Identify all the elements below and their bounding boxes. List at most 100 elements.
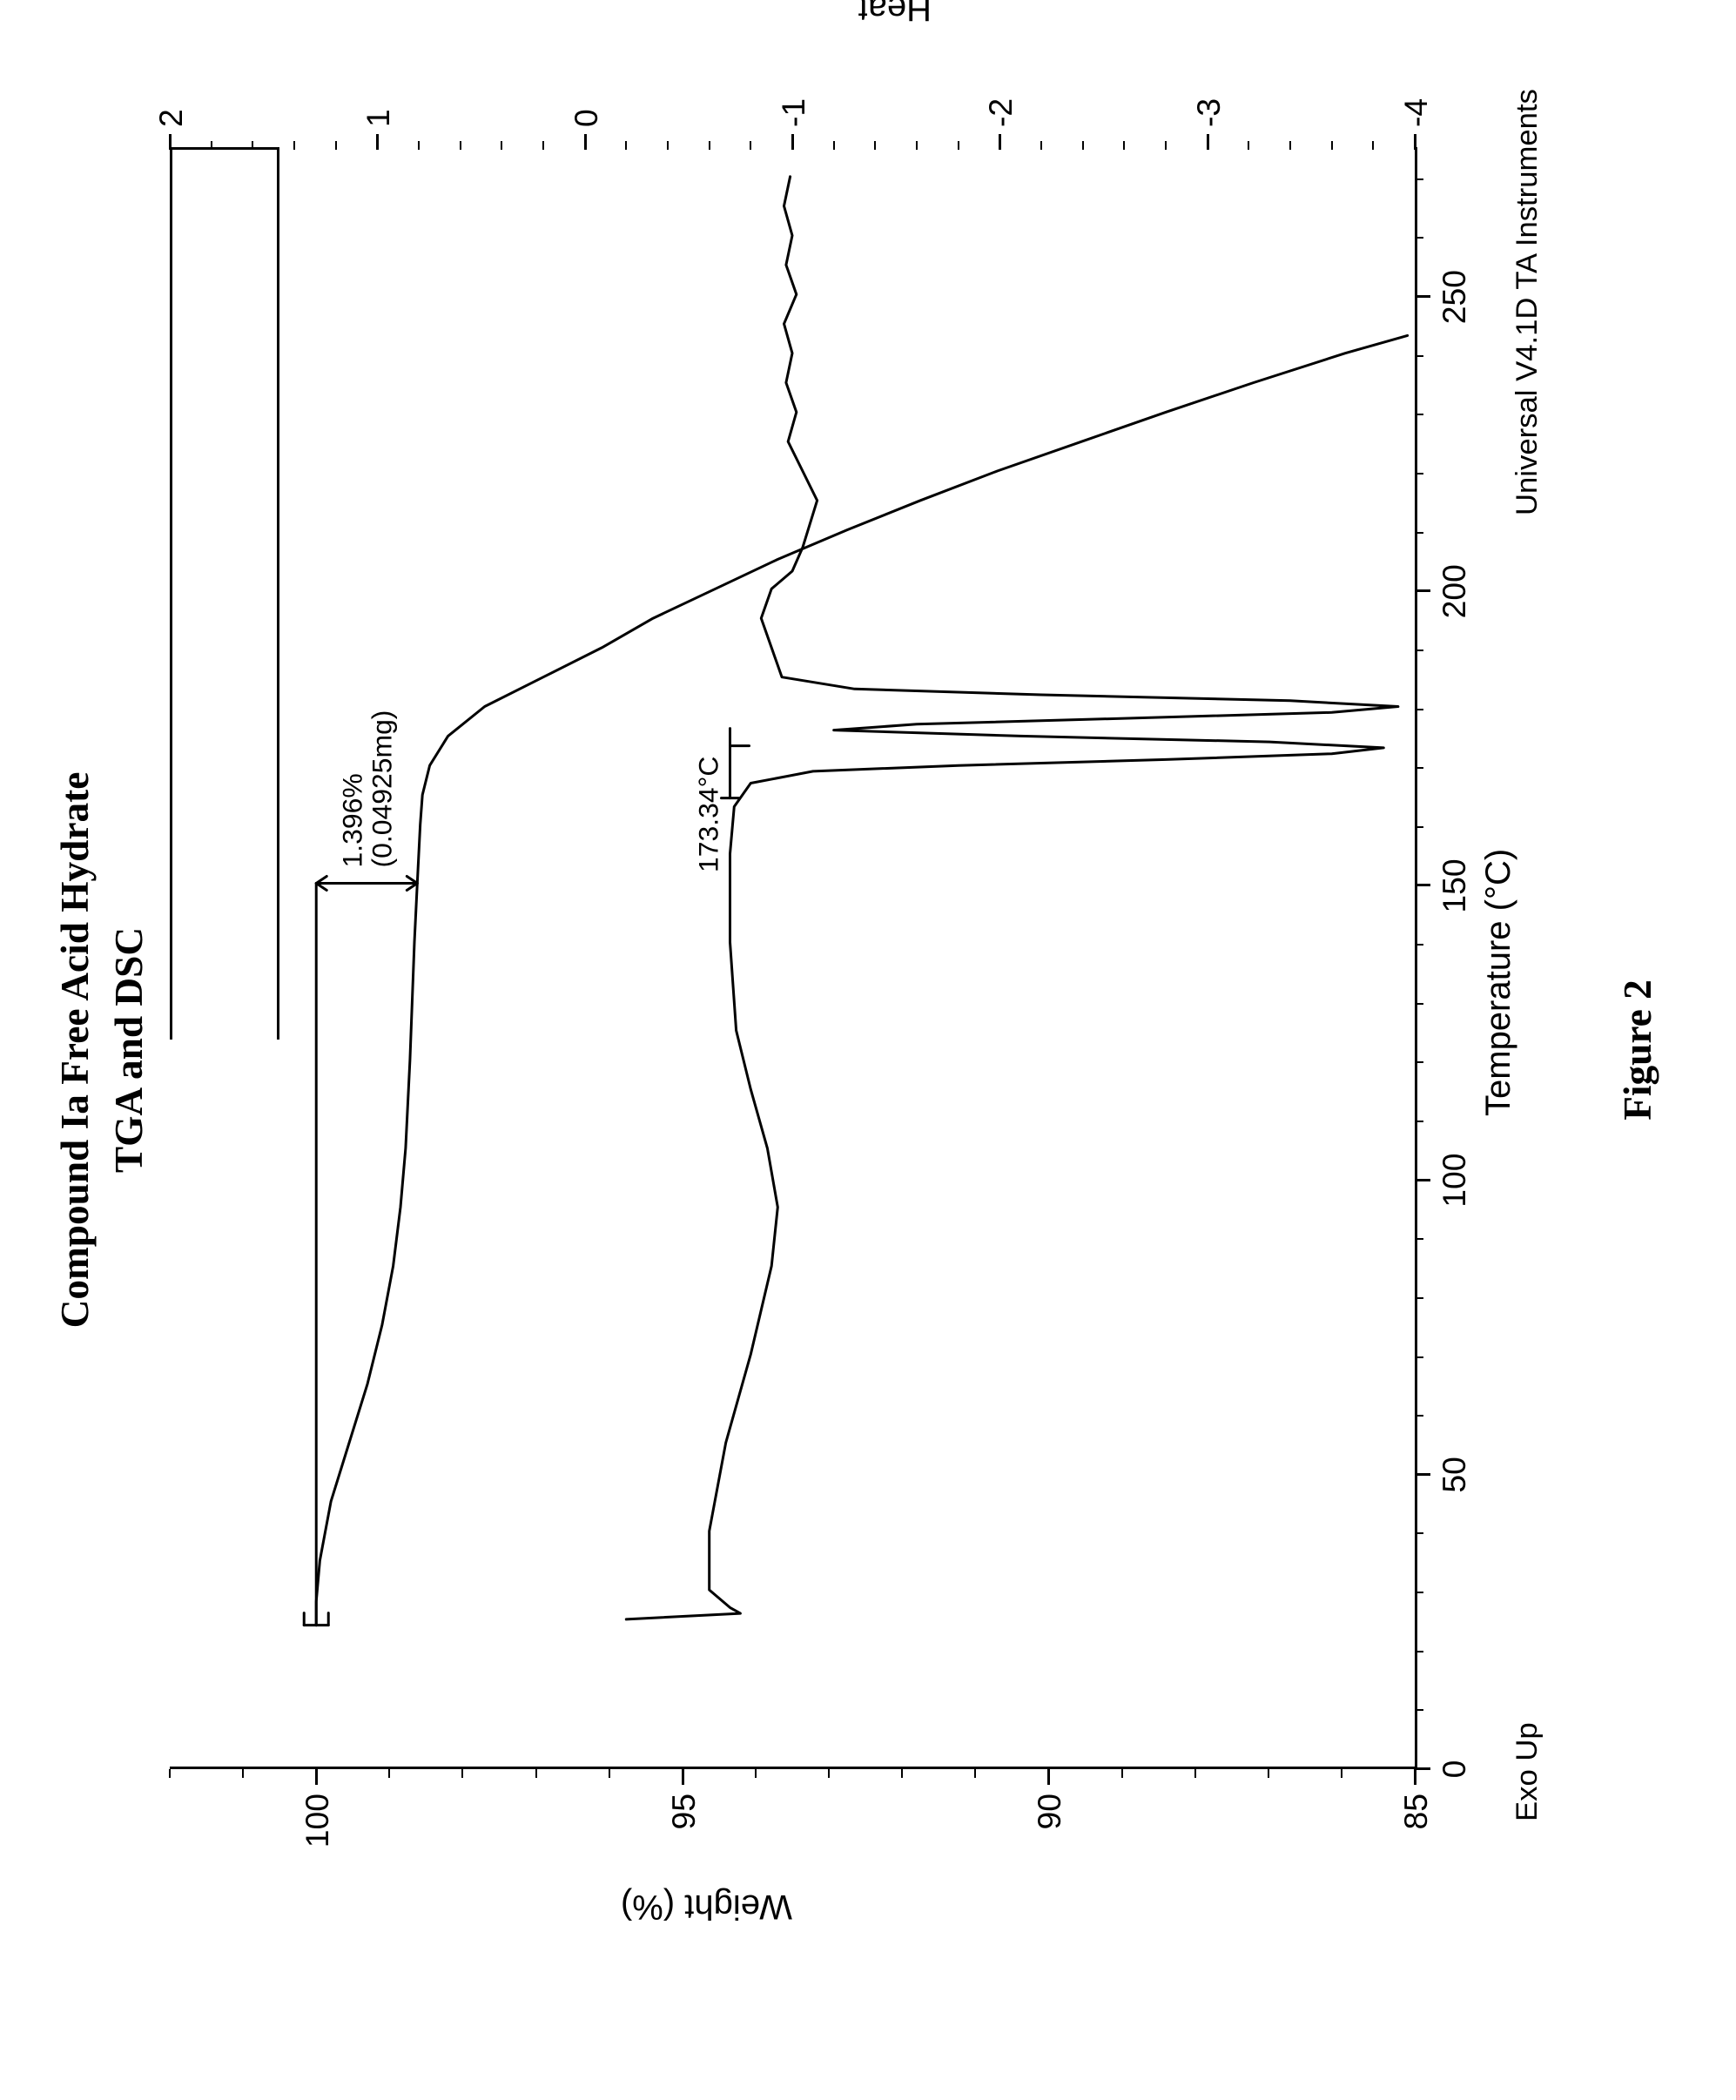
- yl-tick-minor: [169, 1769, 171, 1778]
- x-tick-label: 0: [1436, 1726, 1473, 1813]
- x-tick-minor: [1415, 355, 1423, 357]
- yr-tick-label: 1: [360, 66, 397, 127]
- x-tick-major: [1415, 589, 1430, 592]
- yr-tick-major: [1207, 134, 1209, 150]
- x-tick-minor: [1415, 1592, 1423, 1593]
- yr-tick-minor: [667, 141, 669, 150]
- yr-tick-label: 0: [568, 66, 605, 127]
- x-tick-minor: [1415, 237, 1423, 239]
- yl-tick-label: 95: [665, 1794, 703, 1863]
- yl-tick-minor: [461, 1769, 463, 1778]
- x-tick-minor: [1415, 1532, 1423, 1534]
- yr-tick-minor: [833, 141, 835, 150]
- x-tick-minor: [1415, 532, 1423, 534]
- yl-tick-minor: [609, 1769, 610, 1778]
- svg-text:(0.04925mg): (0.04925mg): [366, 710, 397, 868]
- yr-tick-minor: [1372, 141, 1374, 150]
- figure-caption: Figure 2: [1615, 0, 1660, 2100]
- yr-tick-minor: [958, 141, 959, 150]
- yl-tick-minor: [755, 1769, 757, 1778]
- yl-tick-major: [1047, 1769, 1050, 1785]
- x-tick-minor: [1415, 473, 1423, 475]
- x-tick-label: 50: [1436, 1431, 1473, 1518]
- yr-tick-label: -1: [775, 66, 812, 127]
- x-tick-minor: [1415, 1297, 1423, 1299]
- curve-layer: 1.396%(0.04925mg) 173.34°C: [170, 147, 1415, 1767]
- x-tick-minor: [1415, 709, 1423, 710]
- svg-text:1.396%: 1.396%: [336, 773, 367, 867]
- x-tick-major: [1415, 1179, 1430, 1181]
- x-tick-major: [1415, 884, 1430, 886]
- yr-tick-major: [1414, 134, 1416, 150]
- title-line-2: TGA and DSC: [106, 0, 151, 2100]
- yr-tick-minor: [1040, 141, 1042, 150]
- yr-tick-minor: [335, 141, 337, 150]
- yr-tick-minor: [1082, 141, 1084, 150]
- yr-tick-minor: [1289, 141, 1291, 150]
- x-tick-label: 200: [1436, 548, 1473, 635]
- x-tick-label: 100: [1436, 1137, 1473, 1224]
- yl-tick-minor: [1268, 1769, 1269, 1778]
- yr-tick-minor: [874, 141, 876, 150]
- x-tick-minor: [1415, 1238, 1423, 1240]
- x-tick-minor: [1415, 826, 1423, 828]
- tga-step-marker: [316, 876, 417, 890]
- x-tick-minor: [1415, 414, 1423, 415]
- yr-tick-minor: [1165, 141, 1167, 150]
- yr-tick-minor: [1123, 141, 1125, 150]
- x-tick-minor: [1415, 1651, 1423, 1652]
- x-tick-minor: [1415, 1356, 1423, 1358]
- yl-tick-minor: [1341, 1769, 1342, 1778]
- yr-tick-label: -4: [1397, 66, 1435, 127]
- x-tick-minor: [1415, 1003, 1423, 1005]
- yr-tick-major: [791, 134, 794, 150]
- yl-tick-minor: [974, 1769, 976, 1778]
- yr-tick-minor: [625, 141, 627, 150]
- yr-tick-label: -2: [982, 66, 1019, 127]
- yl-tick-major: [682, 1769, 684, 1785]
- x-tick-minor: [1415, 1061, 1423, 1063]
- landscape-canvas: Compound Ia Free Acid Hydrate TGA and DS…: [0, 0, 1736, 2100]
- x-tick-label: 250: [1436, 253, 1473, 340]
- dsc-onset-marker: 173.34°C: [693, 729, 750, 872]
- yl-tick-label: 85: [1397, 1794, 1435, 1863]
- yr-tick-minor: [1248, 141, 1249, 150]
- y-left-axis-label: Weight (%): [621, 1887, 792, 1926]
- yl-tick-label: 90: [1031, 1794, 1068, 1863]
- yl-tick-label: 100: [299, 1794, 336, 1863]
- yl-tick-minor: [242, 1769, 244, 1778]
- yr-tick-minor: [460, 141, 461, 150]
- x-tick-major: [1415, 295, 1430, 298]
- chart-plot-area: 1.396%(0.04925mg) 173.34°C: [170, 147, 1417, 1769]
- yr-tick-minor: [501, 141, 502, 150]
- yr-tick-major: [584, 134, 587, 150]
- yl-tick-minor: [535, 1769, 537, 1778]
- yr-tick-major: [169, 134, 172, 150]
- yr-tick-minor: [1331, 141, 1333, 150]
- x-tick-minor: [1415, 767, 1423, 769]
- x-tick-minor: [1415, 650, 1423, 651]
- yr-tick-major: [999, 134, 1001, 150]
- yr-tick-label: -3: [1190, 66, 1228, 127]
- yl-tick-minor: [901, 1769, 903, 1778]
- yl-tick-major: [1414, 1769, 1416, 1785]
- dsc-curve: [626, 177, 1398, 1619]
- yr-tick-minor: [709, 141, 710, 150]
- y-right-axis-label: Heat Flow (W/g): [846, 0, 932, 28]
- x-tick-minor: [1415, 1415, 1423, 1417]
- yr-tick-minor: [542, 141, 544, 150]
- yr-tick-minor: [293, 141, 295, 150]
- tga-annotation: 1.396%(0.04925mg): [336, 710, 397, 868]
- x-tick-label: 150: [1436, 842, 1473, 929]
- x-axis-label: Temperature (°C): [1479, 849, 1518, 1116]
- x-tick-minor: [1415, 1709, 1423, 1711]
- yr-tick-minor: [252, 141, 253, 150]
- yl-tick-major: [315, 1769, 318, 1785]
- yl-tick-minor: [828, 1769, 830, 1778]
- exo-up-label: Exo Up: [1511, 1722, 1544, 1821]
- yl-tick-minor: [1194, 1769, 1196, 1778]
- tga-curve: [316, 335, 1407, 1625]
- yr-tick-minor: [750, 141, 751, 150]
- yr-tick-major: [376, 134, 379, 150]
- x-tick-major: [1415, 1473, 1430, 1476]
